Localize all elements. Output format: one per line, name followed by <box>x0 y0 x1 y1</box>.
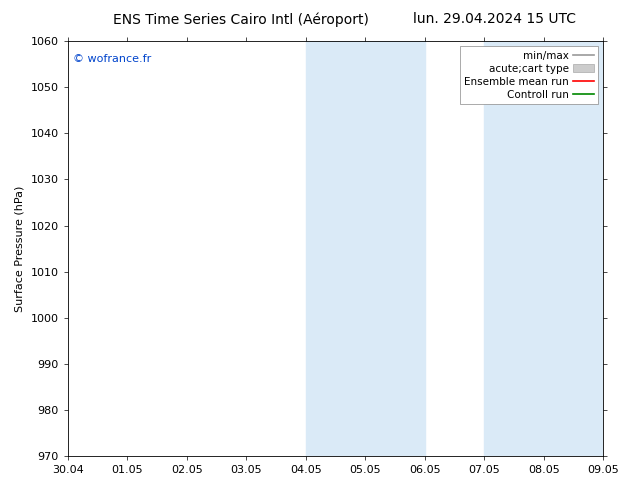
Bar <box>306 41 425 456</box>
Text: © wofrance.fr: © wofrance.fr <box>73 54 152 64</box>
Text: lun. 29.04.2024 15 UTC: lun. 29.04.2024 15 UTC <box>413 12 576 26</box>
Bar <box>484 41 603 456</box>
Y-axis label: Surface Pressure (hPa): Surface Pressure (hPa) <box>15 185 25 312</box>
Legend: min/max, acute;cart type, Ensemble mean run, Controll run: min/max, acute;cart type, Ensemble mean … <box>460 47 598 104</box>
Text: ENS Time Series Cairo Intl (Aéroport): ENS Time Series Cairo Intl (Aéroport) <box>113 12 369 27</box>
